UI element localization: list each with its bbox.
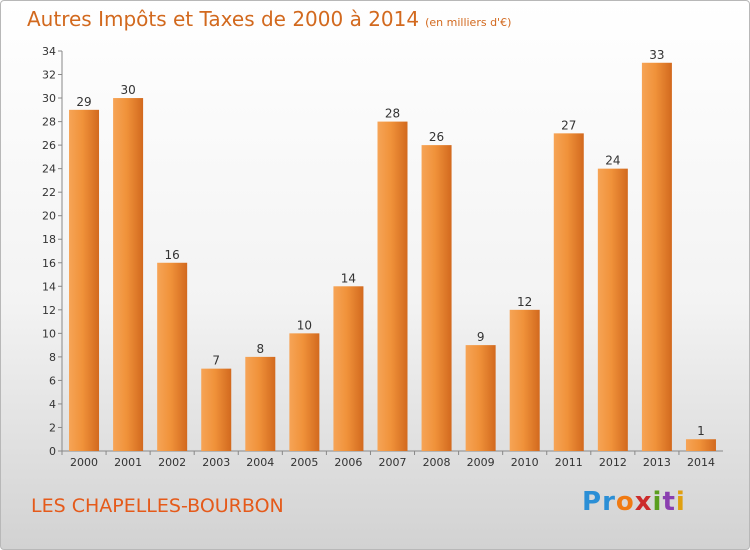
data-label: 27 — [561, 118, 576, 132]
bar — [685, 439, 716, 451]
y-tick-label: 0 — [49, 445, 56, 458]
bar — [597, 168, 628, 451]
y-tick-label: 18 — [42, 233, 56, 246]
y-tick-label: 30 — [42, 92, 56, 105]
data-label: 24 — [605, 154, 620, 168]
x-tick-label: 2011 — [555, 456, 583, 469]
data-label: 14 — [341, 271, 356, 285]
chart-unit: (en milliers d'€) — [425, 16, 512, 29]
x-tick-label: 2005 — [290, 456, 318, 469]
data-label: 1 — [697, 424, 705, 438]
data-label: 9 — [477, 330, 485, 344]
y-tick-label: 20 — [42, 210, 56, 223]
x-tick-label: 2002 — [158, 456, 186, 469]
data-label: 28 — [385, 107, 400, 121]
y-tick-label: 32 — [42, 69, 56, 82]
x-tick-label: 2014 — [687, 456, 715, 469]
data-label: 10 — [297, 318, 312, 332]
y-tick-label: 26 — [42, 139, 56, 152]
place-name: LES CHAPELLES-BOURBON — [31, 495, 284, 517]
bar — [509, 309, 540, 451]
bar — [421, 145, 452, 451]
x-tick-label: 2004 — [246, 456, 274, 469]
y-tick-label: 4 — [49, 398, 56, 411]
data-label: 26 — [429, 130, 444, 144]
x-tick-label: 2000 — [70, 456, 98, 469]
y-tick-label: 12 — [42, 304, 56, 317]
x-tick-label: 2006 — [334, 456, 362, 469]
bar — [201, 368, 232, 451]
bar — [333, 286, 364, 451]
data-label: 29 — [76, 95, 91, 109]
data-label: 12 — [517, 295, 532, 309]
data-label: 33 — [649, 48, 664, 62]
x-tick-label: 2008 — [423, 456, 451, 469]
bar — [113, 98, 144, 451]
data-label: 30 — [120, 83, 135, 97]
y-tick-label: 16 — [42, 257, 56, 270]
x-tick-label: 2012 — [599, 456, 627, 469]
data-label: 7 — [212, 354, 220, 368]
chart-title-text: Autres Impôts et Taxes de 2000 à 2014 — [27, 7, 420, 31]
data-label: 8 — [256, 342, 264, 356]
y-tick-label: 28 — [42, 116, 56, 129]
x-tick-label: 2007 — [379, 456, 407, 469]
bar — [289, 333, 320, 451]
y-tick-label: 24 — [42, 163, 56, 176]
y-tick-label: 34 — [42, 45, 56, 58]
x-tick-label: 2010 — [511, 456, 539, 469]
data-label: 16 — [165, 248, 180, 262]
y-tick-label: 22 — [42, 186, 56, 199]
x-tick-label: 2009 — [467, 456, 495, 469]
y-tick-label: 8 — [49, 351, 56, 364]
bar — [553, 133, 584, 451]
bar — [641, 62, 672, 451]
y-tick-label: 2 — [49, 421, 56, 434]
bar — [157, 262, 188, 451]
bar — [377, 121, 408, 452]
y-tick-label: 10 — [42, 327, 56, 340]
bar — [69, 109, 100, 451]
proxiti-logo: Proxiti — [582, 487, 686, 517]
bar — [245, 356, 276, 451]
y-tick-label: 14 — [42, 280, 56, 293]
x-tick-label: 2001 — [114, 456, 142, 469]
chart-title: Autres Impôts et Taxes de 2000 à 2014 (en… — [27, 7, 511, 31]
x-tick-label: 2003 — [202, 456, 230, 469]
x-tick-label: 2013 — [643, 456, 671, 469]
bar — [465, 345, 496, 451]
y-tick-label: 6 — [49, 374, 56, 387]
